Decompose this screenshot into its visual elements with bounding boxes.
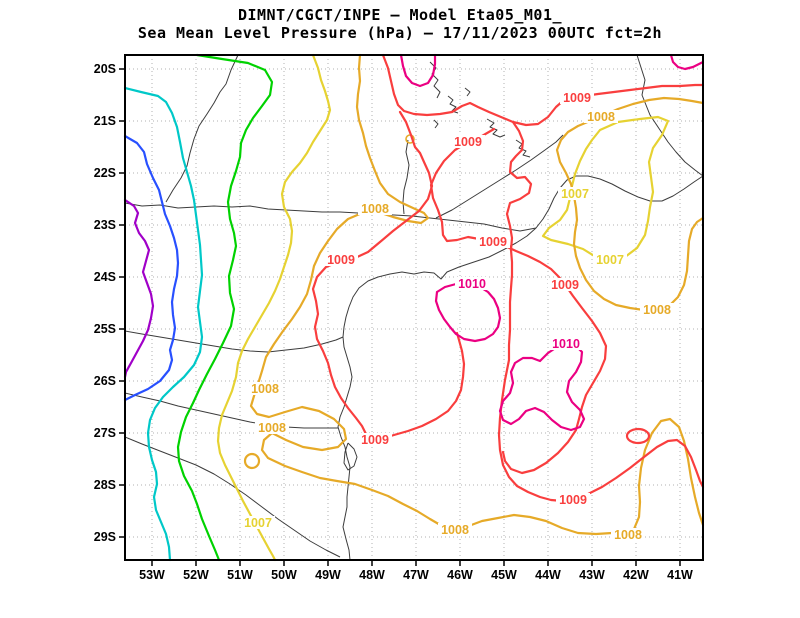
border-parana-santacatarina xyxy=(124,392,338,429)
x-axis-label: 51W xyxy=(227,568,253,582)
isobar-1008-west xyxy=(249,53,705,536)
y-axis-label: 22S xyxy=(94,166,116,180)
isobar-label-1009: 1009 xyxy=(551,278,579,292)
x-axis-label: 46W xyxy=(447,568,473,582)
isobar-label-1008: 1008 xyxy=(258,421,286,435)
isobar-label-1010: 1010 xyxy=(458,277,486,291)
isobar-1009-small-oval xyxy=(625,427,651,445)
x-axis-label: 42W xyxy=(623,568,649,582)
isobar-label-1008: 1008 xyxy=(251,382,279,396)
border-minas-west xyxy=(402,139,410,215)
y-axis-label: 21S xyxy=(94,114,116,128)
isobar-label-1008: 1008 xyxy=(587,110,615,124)
x-axis-label: 45W xyxy=(491,568,517,582)
y-axis-label: 23S xyxy=(94,218,116,232)
isobar-label-1009: 1009 xyxy=(327,253,355,267)
x-axis-label: 41W xyxy=(667,568,693,582)
x-axis-label: 50W xyxy=(271,568,297,582)
lake-mark-2 xyxy=(464,87,471,97)
isobar-1003 xyxy=(123,198,155,379)
isobar-label-1010: 1010 xyxy=(552,337,580,351)
border-northwest-diagonal xyxy=(165,54,239,203)
isobar-label-1009: 1009 xyxy=(454,135,482,149)
isobar-label-1007: 1007 xyxy=(596,253,624,267)
isobar-1009-inner-arch xyxy=(429,127,608,475)
x-axis-label: 48W xyxy=(359,568,385,582)
isobar-1008-small-ring xyxy=(243,452,261,470)
x-axis-label: 44W xyxy=(535,568,561,582)
x-axis-label: 43W xyxy=(579,568,605,582)
isobar-1010-corner xyxy=(669,53,705,71)
y-axis-label: 20S xyxy=(94,62,116,76)
coastline-and-borders xyxy=(124,54,704,561)
y-axis-label: 24S xyxy=(94,270,116,284)
isobar-1007-west xyxy=(216,53,332,562)
lake-squiggle-2 xyxy=(486,118,506,138)
isobar-value-labels: 1009 1009 1009 1009 1009 1009 1009 1008 1008 1008… xyxy=(241,91,674,542)
axis-ticks-and-labels: 53W 52W 51W 50W 49W 48W 47W 46W 45W 44W 43W 42W 41W 2… xyxy=(94,62,693,582)
isobar-label-1009: 1009 xyxy=(563,91,591,105)
x-axis-label: 53W xyxy=(139,568,165,582)
y-axis-label: 26S xyxy=(94,374,116,388)
isobar-label-1009: 1009 xyxy=(479,235,507,249)
isobar-1009-north xyxy=(381,53,705,127)
border-parana xyxy=(124,330,344,353)
y-axis-label: 29S xyxy=(94,530,116,544)
y-axis-label: 25S xyxy=(94,322,116,336)
border-espiritosanto xyxy=(636,54,704,177)
isobar-label-1009: 1009 xyxy=(361,433,389,447)
isobar-label-1007: 1007 xyxy=(244,516,272,530)
isobar-label-1008: 1008 xyxy=(643,303,671,317)
isobar-1010-top-hook xyxy=(399,53,437,88)
x-axis-label: 47W xyxy=(403,568,429,582)
river-squiggle xyxy=(429,61,441,99)
isobar-label-1007: 1007 xyxy=(561,187,589,201)
title-line-1: DIMNT/CGCT/INPE – Model Eta05_M01_ xyxy=(237,6,563,24)
isobar-1009-central-west xyxy=(311,110,466,442)
title-line-2: Sea Mean Level Pressure (hPa) – 17/11/20… xyxy=(137,24,663,42)
x-axis-label: 49W xyxy=(315,568,341,582)
isobar-label-1008: 1008 xyxy=(614,528,642,542)
lake-mark-1 xyxy=(433,119,439,129)
isobar-label-1008: 1008 xyxy=(361,202,389,216)
chart-titles: DIMNT/CGCT/INPE – Model Eta05_M01_ Sea M… xyxy=(0,6,800,42)
coast-lagoon xyxy=(343,442,358,471)
coastline xyxy=(337,175,704,561)
border-east-west-22s xyxy=(124,202,537,232)
isobar-label-1009: 1009 xyxy=(559,493,587,507)
border-riograndedosul xyxy=(124,436,341,558)
isobar-1006 xyxy=(176,53,274,562)
isobar-1009-east xyxy=(497,120,705,503)
isobar-1010-cell-east xyxy=(498,342,586,432)
y-axis-label: 27S xyxy=(94,426,116,440)
plot-frame xyxy=(124,54,704,561)
y-axis-label: 28S xyxy=(94,478,116,492)
isobar-contours xyxy=(123,53,705,562)
isobar-1010-cell-west xyxy=(434,281,502,343)
lat-lon-gridlines xyxy=(125,55,703,560)
isobar-label-1008: 1008 xyxy=(441,523,469,537)
border-minas-saopaulo xyxy=(435,134,564,219)
isobar-1005 xyxy=(123,86,204,562)
isobar-1004 xyxy=(123,134,180,402)
x-axis-label: 52W xyxy=(183,568,209,582)
